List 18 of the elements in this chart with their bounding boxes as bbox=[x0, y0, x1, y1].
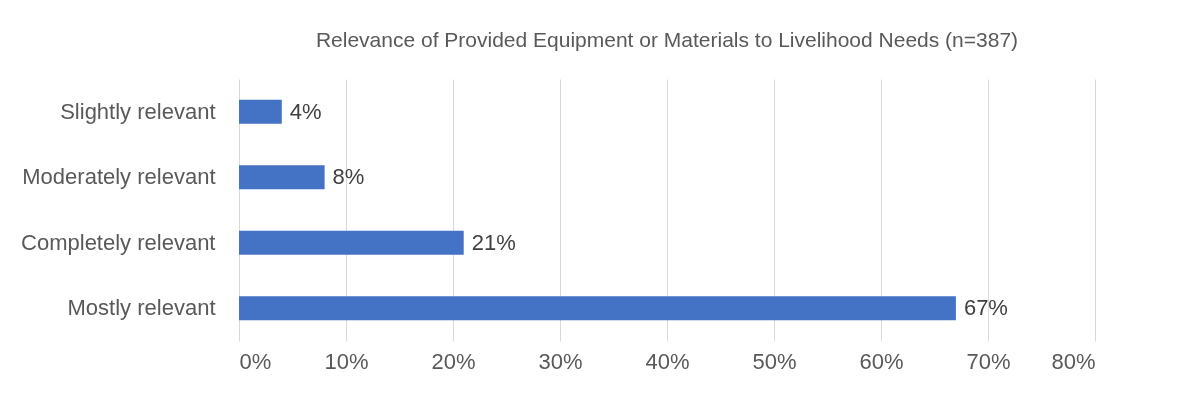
data-label: 8% bbox=[332, 164, 365, 190]
chart-title: Relevance of Provided Equipment or Materials to Livelihood Needs (n=387) bbox=[315, 28, 1019, 51]
x-tick-label: 80% bbox=[1051, 348, 1096, 374]
x-tick-label: 30% bbox=[538, 348, 583, 374]
x-tick-label: 70% bbox=[966, 348, 1011, 374]
y-tick-label: Completely relevant bbox=[21, 229, 216, 255]
x-tick-label: 60% bbox=[859, 348, 904, 374]
data-label: 21% bbox=[471, 229, 516, 255]
x-tick-label: 20% bbox=[431, 348, 476, 374]
x-tick-label: 50% bbox=[752, 348, 797, 374]
x-tick-label: 40% bbox=[645, 348, 690, 374]
y-tick-label: Mostly relevant bbox=[67, 295, 216, 321]
x-tick-label: 10% bbox=[324, 348, 369, 374]
y-tick-label: Slightly relevant bbox=[60, 98, 216, 124]
data-label: 4% bbox=[289, 98, 322, 124]
x-tick-label: 0% bbox=[239, 348, 272, 374]
data-label: 67% bbox=[963, 295, 1008, 321]
y-tick-label: Moderately relevant bbox=[22, 164, 216, 190]
